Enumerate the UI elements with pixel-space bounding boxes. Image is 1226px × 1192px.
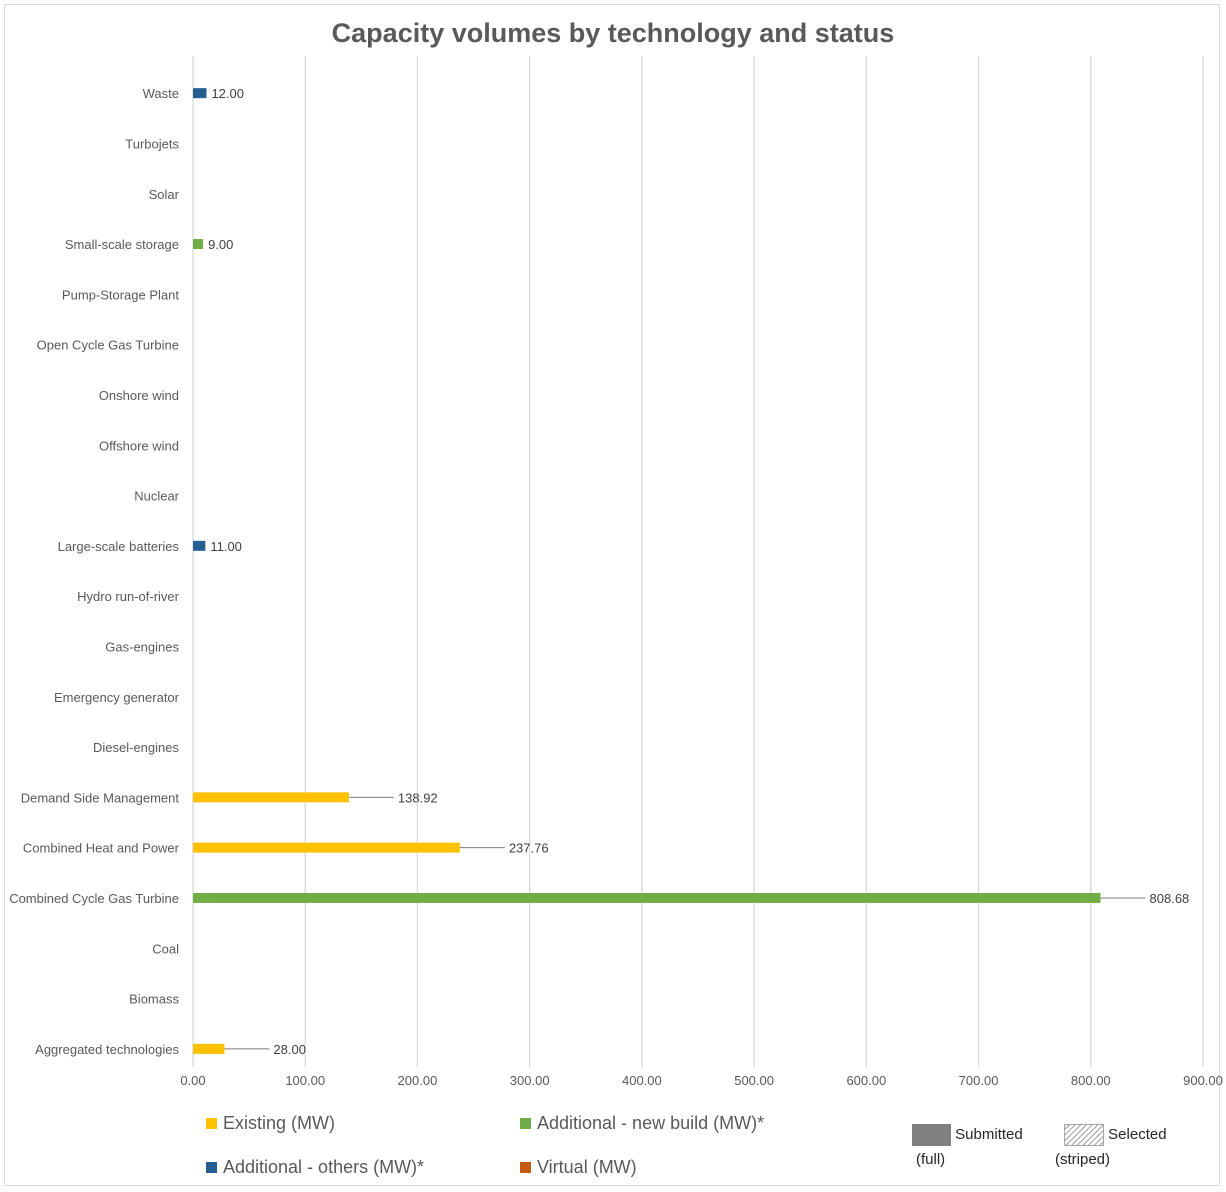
category-label: Onshore wind — [99, 388, 179, 403]
category-label: Pump-Storage Plant — [62, 287, 179, 302]
status-legend-selected: Selected (striped) — [1055, 1124, 1214, 1174]
category-label: Combined Heat and Power — [23, 841, 180, 856]
legend-existing: Existing (MW) — [206, 1113, 335, 1134]
category-label: Open Cycle Gas Turbine — [37, 338, 179, 353]
data-label: 11.00 — [210, 539, 242, 554]
data-label: 12.00 — [211, 86, 244, 101]
submitted-swatch — [912, 1124, 951, 1146]
x-tick-label: 100.00 — [285, 1073, 325, 1088]
category-label: Coal — [152, 941, 179, 956]
legend-swatch-others — [206, 1162, 217, 1173]
category-label: Solar — [149, 187, 180, 202]
submitted-sublabel: (full) — [916, 1151, 946, 1168]
bar-existing — [193, 1043, 225, 1054]
chart-plot: 0.00 100.00 200.00 300.00 400.00 500.00 600.00… — [9, 56, 1223, 1088]
category-label: Hydro run-of-river — [77, 589, 180, 604]
selected-sublabel: (striped) — [1055, 1151, 1111, 1168]
bar-others — [193, 88, 207, 99]
category-label: Nuclear — [134, 489, 179, 504]
bar-existing — [193, 792, 349, 803]
legend-label-virtual: Virtual (MW) — [537, 1157, 637, 1177]
selected-swatch — [1064, 1124, 1104, 1146]
x-tick-label: 0.00 — [180, 1073, 205, 1088]
category-label: Large-scale batteries — [58, 539, 180, 554]
category-label: Offshore wind — [99, 438, 179, 453]
category-label: Aggregated technologies — [35, 1042, 179, 1057]
legend-swatch-new-build — [520, 1118, 531, 1129]
category-label: Diesel-engines — [93, 740, 179, 755]
category-label: Small-scale storage — [65, 237, 179, 252]
bar-existing — [193, 842, 460, 853]
chart-title: Capacity volumes by technology and statu… — [331, 18, 895, 48]
legend-new-build: Additional - new build (MW)* — [520, 1113, 764, 1134]
legend-label-existing: Existing (MW) — [223, 1113, 335, 1133]
bar-new-build — [193, 239, 204, 250]
status-legend-submitted: Submitted (full) — [912, 1124, 1052, 1174]
x-tick-label: 700.00 — [959, 1073, 999, 1088]
data-label: 28.00 — [273, 1042, 306, 1057]
x-tick-label: 400.00 — [622, 1073, 662, 1088]
legend-label-others: Additional - others (MW)* — [223, 1157, 425, 1177]
category-label: Biomass — [129, 992, 179, 1007]
x-tick-label: 200.00 — [398, 1073, 438, 1088]
x-tick-label: 600.00 — [846, 1073, 886, 1088]
category-label: Waste — [143, 86, 179, 101]
legend-swatch-virtual — [520, 1162, 531, 1173]
x-tick-label: 500.00 — [734, 1073, 774, 1088]
data-label: 9.00 — [208, 237, 233, 252]
legend-label-new-build: Additional - new build (MW)* — [537, 1113, 765, 1133]
x-tick-label: 900.00 — [1183, 1073, 1223, 1088]
bar-others — [193, 540, 206, 551]
data-label: 138.92 — [398, 790, 438, 805]
chart-frame — [4, 4, 1220, 1186]
bar-new-build — [193, 892, 1101, 903]
data-label: 808.68 — [1150, 891, 1190, 906]
legend-virtual: Virtual (MW) — [520, 1157, 637, 1178]
category-label: Demand Side Management — [21, 790, 180, 805]
submitted-label: Submitted — [955, 1125, 1023, 1143]
data-label: 237.76 — [509, 841, 549, 856]
x-tick-label: 300.00 — [510, 1073, 550, 1088]
category-label: Turbojets — [125, 136, 179, 151]
category-label: Combined Cycle Gas Turbine — [9, 891, 179, 906]
x-tick-label: 800.00 — [1071, 1073, 1111, 1088]
legend-others: Additional - others (MW)* — [206, 1157, 424, 1178]
selected-label: Selected — [1108, 1125, 1167, 1143]
legend-swatch-existing — [206, 1118, 217, 1129]
category-label: Emergency generator — [54, 690, 180, 705]
category-label: Gas-engines — [105, 639, 179, 654]
